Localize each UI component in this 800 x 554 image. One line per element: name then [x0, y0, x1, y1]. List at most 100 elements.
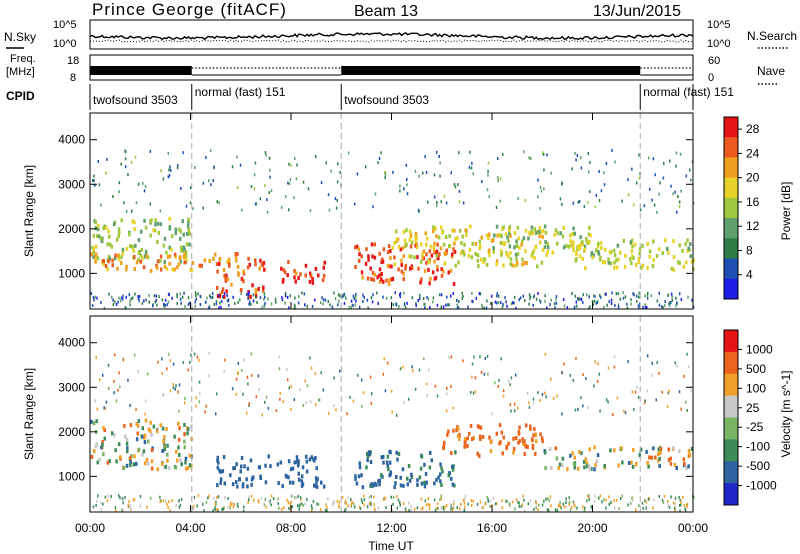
echo-cell: [539, 300, 542, 304]
colorbar-frame: [723, 329, 739, 506]
echo-cell: [129, 404, 131, 407]
echo-cell: [372, 293, 374, 297]
echo-cell: [161, 426, 165, 431]
echo-cell: [143, 189, 146, 193]
station-title: Prince George (fitACF): [92, 0, 287, 19]
echo-cell: [368, 452, 372, 457]
echo-cell: [100, 301, 102, 305]
echo-cell: [595, 459, 598, 464]
echo-cell: [129, 303, 131, 307]
echo-cell: [555, 456, 559, 461]
echo-cell: [564, 243, 568, 248]
echo-cell: [405, 509, 407, 513]
echo-cell: [169, 509, 171, 513]
echo-cell: [513, 295, 516, 299]
echo-cell: [254, 202, 257, 206]
echo-cell: [654, 455, 657, 460]
echo-cell: [225, 273, 228, 278]
freq-bars: [90, 66, 693, 76]
colorbar-tick-label: 4: [746, 268, 753, 282]
echo-cell: [327, 299, 329, 303]
echo-cell: [129, 244, 132, 248]
echo-cell: [378, 157, 381, 160]
echo-cell: [223, 292, 226, 296]
echo-cell: [291, 480, 295, 485]
echo-cell: [161, 357, 163, 361]
nsky-tick-high: 10^5: [53, 19, 77, 31]
echo-cell: [159, 259, 162, 264]
echo-cell: [391, 245, 394, 250]
colorbar-tick-label: -25: [746, 420, 764, 434]
echo-cell: [290, 163, 292, 167]
echo-cell: [515, 306, 517, 310]
echo-cell: [689, 242, 692, 247]
echo-cell: [569, 233, 572, 238]
echo-cell: [476, 502, 479, 506]
echo-cell: [675, 304, 677, 308]
echo-cell: [481, 506, 483, 510]
echo-cell: [439, 472, 442, 477]
colorbar-segment: [724, 117, 738, 138]
echo-cell: [184, 456, 188, 461]
x-tick-label: 08:00: [276, 521, 306, 535]
echo-cell: [578, 297, 581, 301]
echo-cell: [425, 480, 428, 485]
echo-cell: [460, 241, 463, 245]
echo-cell: [582, 459, 586, 464]
echo-cell: [121, 247, 125, 252]
echo-cell: [479, 500, 482, 504]
echo-cell: [111, 263, 114, 268]
echo-cell: [418, 475, 422, 480]
echo-cell: [518, 298, 520, 302]
echo-cell: [144, 399, 147, 403]
echo-cell: [250, 352, 253, 356]
echo-cell: [515, 239, 518, 244]
echo-cell: [439, 246, 443, 251]
echo-cell: [403, 291, 405, 295]
echo-cell: [285, 474, 288, 479]
echo-cell: [325, 161, 327, 165]
echo-cell: [270, 494, 273, 498]
cpid-segment-label: normal (fast) 151: [643, 85, 734, 99]
echo-cell: [316, 477, 319, 482]
echo-cell: [680, 500, 682, 504]
echo-cell: [429, 276, 432, 281]
echo-cell: [129, 423, 133, 428]
echo-cell: [594, 205, 597, 209]
echo-cell: [129, 299, 131, 303]
echo-cell: [497, 157, 499, 161]
echo-cell: [118, 190, 120, 194]
echo-cell: [419, 280, 422, 285]
echo-cell: [110, 244, 113, 249]
echo-cell: [479, 425, 483, 430]
echo-cell: [342, 294, 344, 298]
echo-cell: [252, 475, 255, 480]
echo-cell: [435, 253, 439, 258]
echo-cell: [175, 384, 177, 388]
echo-cell: [636, 294, 638, 298]
echo-cell: [101, 258, 105, 263]
echo-cell: [334, 297, 337, 301]
echo-cell: [560, 506, 562, 510]
echo-cell: [384, 173, 387, 177]
echo-cell: [668, 304, 671, 308]
echo-cell: [567, 244, 571, 249]
echo-cell: [333, 404, 335, 408]
echo-cell: [587, 463, 591, 468]
echo-cell: [472, 436, 475, 440]
echo-cell: [401, 467, 405, 472]
echo-cell: [124, 149, 126, 153]
echo-cell: [470, 255, 474, 260]
echo-cell: [408, 508, 410, 512]
echo-cell: [539, 231, 542, 235]
echo-cell: [437, 256, 440, 261]
echo-cell: [187, 368, 189, 372]
echo-cell: [582, 404, 584, 408]
echo-cell: [517, 431, 521, 436]
echo-cell: [392, 303, 394, 307]
echo-cell: [426, 295, 428, 299]
echo-cell: [588, 225, 591, 230]
echo-cell: [445, 248, 448, 253]
